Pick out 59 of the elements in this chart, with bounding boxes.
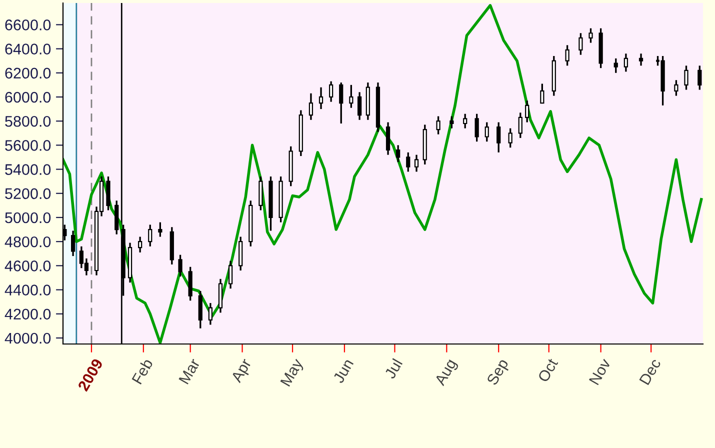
candlestick <box>436 115 440 136</box>
y-tick-label: 6600.0 <box>5 20 51 30</box>
candlestick <box>308 92 314 121</box>
x-tick-label: Feb <box>131 358 154 385</box>
y-tick-label: 6000.0 <box>5 92 51 103</box>
x-tick-label: Jul <box>384 358 403 380</box>
candlestick <box>518 112 522 139</box>
candlestick <box>684 64 688 91</box>
candlestick <box>565 44 570 66</box>
x-tick-label: Oct <box>537 357 558 383</box>
y-tick-label: 5000.0 <box>5 212 51 224</box>
candlestick <box>396 144 400 163</box>
y-tick-label: 4200.0 <box>4 308 51 320</box>
candlestick <box>674 79 678 97</box>
line-series <box>63 4 703 344</box>
candlestick <box>357 91 362 121</box>
y-tick-label: 4800.0 <box>4 236 51 248</box>
y-tick-label: 5200.0 <box>5 188 51 200</box>
candlestick <box>496 121 501 154</box>
candlestick <box>540 82 544 104</box>
candlestick <box>508 127 512 148</box>
candlestick <box>525 100 530 124</box>
candlestick <box>414 154 419 173</box>
candlestick <box>698 64 702 91</box>
y-tick-label: 4000.0 <box>4 332 51 344</box>
candlestick <box>406 152 410 173</box>
y-tick-label: 4400.0 <box>4 284 51 296</box>
x-tick-label: Jun <box>332 358 354 384</box>
x-tick-label: Mar <box>178 358 200 385</box>
y-tick-label: 5400.0 <box>5 164 51 175</box>
candlestick <box>578 32 583 56</box>
y-tick-label: 6200.0 <box>5 68 51 79</box>
candlestick <box>208 302 212 326</box>
candlestick <box>138 236 142 254</box>
candlestick <box>148 224 152 248</box>
candlestick <box>474 113 479 142</box>
y-tick-label: 6400.0 <box>5 44 51 54</box>
candlestick <box>386 121 390 156</box>
candlestick <box>349 84 354 109</box>
candlestick <box>638 52 644 66</box>
candlestick <box>484 121 489 142</box>
candlestick <box>228 260 233 290</box>
candlestick <box>588 27 593 44</box>
candlestick <box>450 115 454 130</box>
x-tick-label: Dec <box>639 358 662 386</box>
x-tick-label: Sep <box>486 358 512 388</box>
candlestick <box>463 113 468 130</box>
candlestick <box>70 230 76 257</box>
candlestick <box>178 254 182 278</box>
candlestick <box>339 82 344 124</box>
candlestick <box>329 80 334 103</box>
x-tick-label: Apr <box>230 358 254 385</box>
y-tick-label: 5600.0 <box>5 140 51 151</box>
candlestick <box>158 221 162 238</box>
candlestick <box>318 86 324 110</box>
y-tick-label: 4600.0 <box>4 260 51 272</box>
y-tick-label: 5800.0 <box>5 116 51 127</box>
candlestick <box>624 52 628 73</box>
candlestick <box>614 58 618 74</box>
